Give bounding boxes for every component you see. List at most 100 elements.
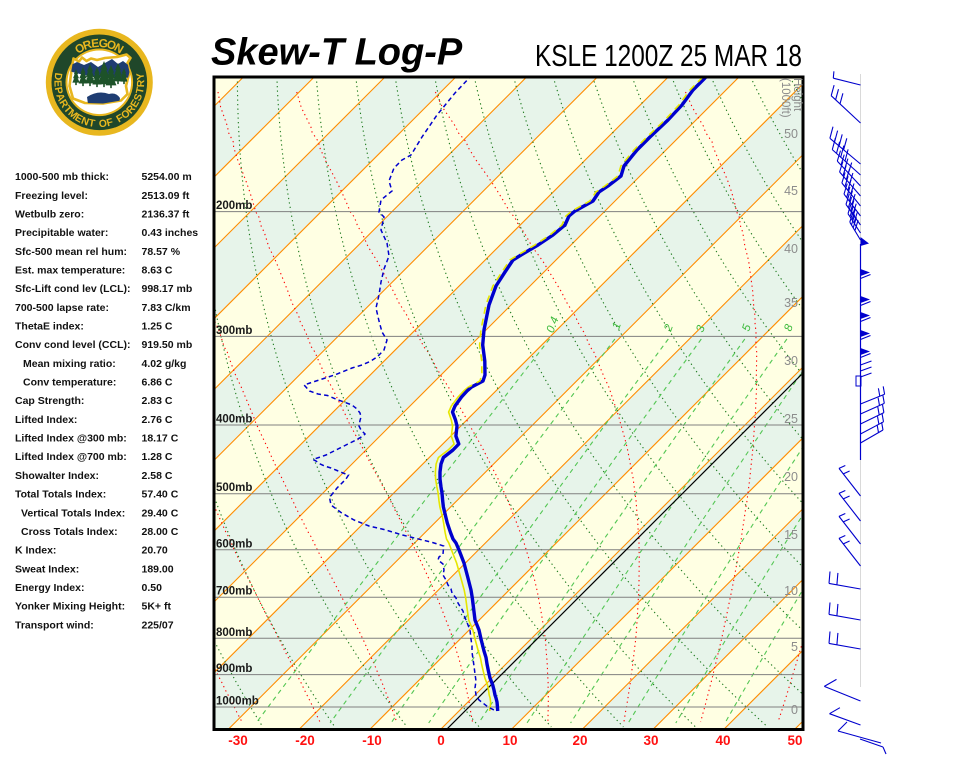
svg-text:Sweat Index:: Sweat Index: xyxy=(15,563,79,575)
svg-text:57.40 C: 57.40 C xyxy=(142,489,179,501)
svg-text:Vertical Totals Index:: Vertical Totals Index: xyxy=(21,507,125,519)
svg-text:1: 1 xyxy=(610,321,623,331)
svg-text:-10: -10 xyxy=(362,733,382,748)
svg-text:Energy Index:: Energy Index: xyxy=(15,582,84,594)
svg-text:Est. max temperature:: Est. max temperature: xyxy=(15,265,125,277)
svg-text:7.83 C/km: 7.83 C/km xyxy=(142,302,191,314)
svg-text:A: A xyxy=(53,92,66,103)
svg-text:919.50 mb: 919.50 mb xyxy=(142,339,193,351)
svg-text:E: E xyxy=(91,36,100,51)
svg-text:800mb: 800mb xyxy=(216,627,252,639)
svg-text:T: T xyxy=(135,86,147,95)
svg-text:5K+ ft: 5K+ ft xyxy=(142,601,172,613)
svg-text:F: F xyxy=(115,113,126,126)
svg-text:35: 35 xyxy=(784,296,798,310)
svg-text:P: P xyxy=(52,86,64,95)
svg-text:200mb: 200mb xyxy=(216,200,252,212)
svg-text:50: 50 xyxy=(784,127,798,141)
svg-text:10: 10 xyxy=(502,733,517,748)
svg-text:28.00 C: 28.00 C xyxy=(142,526,179,538)
svg-text:Y: Y xyxy=(135,72,147,80)
svg-text:50: 50 xyxy=(787,733,802,748)
svg-text:D: D xyxy=(51,72,63,81)
svg-text:G: G xyxy=(98,36,109,51)
svg-text:0.43 inches: 0.43 inches xyxy=(142,227,199,239)
svg-text:18.17 C: 18.17 C xyxy=(142,433,179,445)
svg-text:Lifted Index:: Lifted Index: xyxy=(15,414,77,426)
svg-text:6.86 C: 6.86 C xyxy=(142,377,173,389)
svg-text:Precipitable water:: Precipitable water: xyxy=(15,227,108,239)
svg-text:Height: Height xyxy=(791,78,803,112)
svg-text:1.25 C: 1.25 C xyxy=(142,321,173,333)
svg-text:Showalter Index:: Showalter Index: xyxy=(15,470,99,482)
svg-text:40: 40 xyxy=(784,242,798,256)
svg-text:30: 30 xyxy=(643,733,658,748)
svg-text:Transport wind:: Transport wind: xyxy=(15,619,94,631)
svg-text:29.40 C: 29.40 C xyxy=(142,507,179,519)
svg-text:Yonker Mixing Height:: Yonker Mixing Height: xyxy=(15,601,125,613)
svg-text:5: 5 xyxy=(740,322,754,333)
svg-text:O: O xyxy=(105,37,118,53)
svg-text:5: 5 xyxy=(791,640,798,654)
svg-text:Freezing level:: Freezing level: xyxy=(15,190,88,202)
svg-text:Lifted Index @300 mb:: Lifted Index @300 mb: xyxy=(15,433,127,445)
svg-text:1000-500 mb thick:: 1000-500 mb thick: xyxy=(15,171,109,183)
svg-text:1000mb: 1000mb xyxy=(216,696,259,708)
svg-text:0: 0 xyxy=(437,733,445,748)
svg-text:700mb: 700mb xyxy=(216,586,252,598)
svg-text:Cross Totals Index:: Cross Totals Index: xyxy=(21,526,118,538)
svg-text:O: O xyxy=(98,119,107,131)
svg-text:20: 20 xyxy=(784,470,798,484)
svg-text:R: R xyxy=(136,79,147,87)
svg-text:998.17 mb: 998.17 mb xyxy=(142,283,193,295)
svg-text:4.02 g/kg: 4.02 g/kg xyxy=(142,358,187,370)
svg-text:Lifted Index @700 mb:: Lifted Index @700 mb: xyxy=(15,451,127,463)
svg-text:20.70: 20.70 xyxy=(142,545,168,557)
svg-text:(1000ft): (1000ft) xyxy=(779,78,791,118)
svg-text:ThetaE index:: ThetaE index: xyxy=(15,321,84,333)
svg-text:F: F xyxy=(106,117,115,129)
svg-text:Conv temperature:: Conv temperature: xyxy=(23,377,116,389)
svg-text:2.58 C: 2.58 C xyxy=(142,470,173,482)
svg-text:500mb: 500mb xyxy=(216,482,252,494)
svg-text:KSLE 1200Z 25 MAR 18: KSLE 1200Z 25 MAR 18 xyxy=(535,39,802,73)
svg-text:45: 45 xyxy=(784,184,798,198)
svg-text:900mb: 900mb xyxy=(216,663,252,675)
svg-text:225/07: 225/07 xyxy=(142,619,174,631)
svg-text:-20: -20 xyxy=(295,733,315,748)
svg-text:25: 25 xyxy=(784,412,798,426)
svg-text:E: E xyxy=(129,98,142,110)
svg-text:Total Totals Index:: Total Totals Index: xyxy=(15,489,106,501)
svg-text:N: N xyxy=(79,116,90,129)
svg-text:Conv cond level (CCL):: Conv cond level (CCL): xyxy=(15,339,131,351)
svg-text:Sfc-Lift cond lev (LCL):: Sfc-Lift cond lev (LCL): xyxy=(15,283,131,295)
svg-text:0: 0 xyxy=(791,703,798,717)
svg-text:2136.37 ft: 2136.37 ft xyxy=(142,209,190,221)
svg-text:S: S xyxy=(132,92,145,103)
svg-text:Sfc-500 mean rel hum:: Sfc-500 mean rel hum: xyxy=(15,246,127,258)
svg-text:-30: -30 xyxy=(228,733,248,748)
svg-text:189.00: 189.00 xyxy=(142,563,174,575)
svg-text:10: 10 xyxy=(784,584,798,598)
svg-text:K Index:: K Index: xyxy=(15,545,56,557)
svg-text:Cap Strength:: Cap Strength: xyxy=(15,395,84,407)
svg-text:30: 30 xyxy=(784,354,798,368)
svg-text:1.28 C: 1.28 C xyxy=(142,451,173,463)
svg-text:2: 2 xyxy=(662,322,676,334)
svg-text:2.76 C: 2.76 C xyxy=(142,414,173,426)
svg-text:5254.00 m: 5254.00 m xyxy=(142,171,192,183)
svg-text:8: 8 xyxy=(782,322,796,333)
svg-text:Skew-T Log-P: Skew-T Log-P xyxy=(211,32,463,74)
svg-text:15: 15 xyxy=(784,528,798,542)
svg-text:Mean mixing ratio:: Mean mixing ratio: xyxy=(23,358,116,370)
svg-text:E: E xyxy=(73,113,85,126)
svg-text:20: 20 xyxy=(572,733,587,748)
svg-text:0.50: 0.50 xyxy=(142,582,163,594)
svg-text:Wetbulb zero:: Wetbulb zero: xyxy=(15,209,84,221)
svg-text:T: T xyxy=(88,118,97,130)
svg-text:3: 3 xyxy=(694,323,708,334)
svg-text:40: 40 xyxy=(715,733,730,748)
svg-text:78.57 %: 78.57 % xyxy=(142,246,181,258)
svg-text:8.63 C: 8.63 C xyxy=(142,265,173,277)
svg-text:2.83 C: 2.83 C xyxy=(142,395,173,407)
